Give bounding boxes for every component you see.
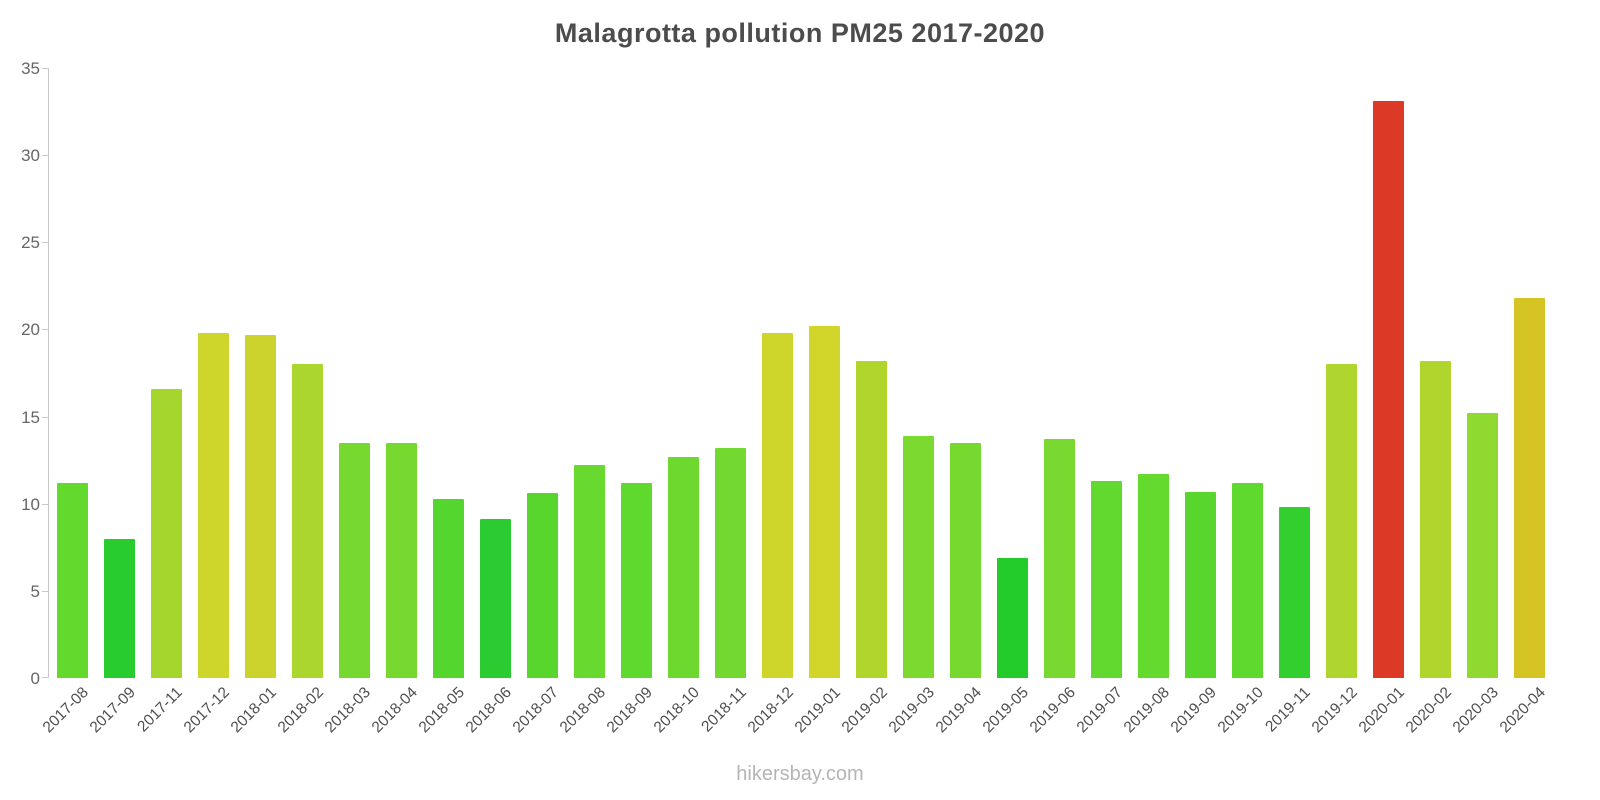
x-tick-label: 2017-11 bbox=[134, 684, 186, 736]
bar-2018-01[interactable] bbox=[245, 334, 276, 678]
bar-2019-05[interactable] bbox=[997, 557, 1028, 678]
x-tick-label: 2019-07 bbox=[1073, 684, 1126, 737]
bar-2018-04[interactable] bbox=[386, 442, 417, 678]
bar-2019-03[interactable] bbox=[903, 435, 934, 678]
bar-2019-09[interactable] bbox=[1185, 491, 1216, 678]
bar-2019-08[interactable] bbox=[1138, 474, 1169, 678]
bar-2019-12[interactable] bbox=[1326, 364, 1357, 678]
x-tick-label: 2020-04 bbox=[1496, 684, 1549, 737]
x-tick-label: 2019-11 bbox=[1262, 684, 1314, 736]
bar-2019-04[interactable] bbox=[950, 442, 981, 678]
x-tick-label: 2018-10 bbox=[650, 684, 703, 737]
x-tick-label: 2019-06 bbox=[1026, 684, 1079, 737]
bar-2018-07[interactable] bbox=[527, 493, 558, 678]
x-tick-label: 2017-12 bbox=[180, 684, 233, 737]
y-axis-labels: 0 5 10 15 20 25 30 35 bbox=[0, 59, 40, 688]
x-axis-labels: 2017-08 2017-09 2017-11 2017-12 2018-01 2018-… bbox=[39, 684, 1552, 764]
y-tick-mark bbox=[42, 329, 49, 331]
bar-2018-03[interactable] bbox=[339, 442, 370, 678]
bar-2017-09[interactable] bbox=[104, 538, 135, 678]
y-tick-mark bbox=[42, 155, 49, 157]
bar-2019-11[interactable] bbox=[1279, 507, 1310, 678]
y-tick-label: 15 bbox=[21, 407, 40, 427]
bar-2018-08[interactable] bbox=[574, 465, 605, 678]
x-tick-label: 2020-01 bbox=[1355, 684, 1408, 737]
bar-2019-02[interactable] bbox=[856, 360, 887, 678]
bar-2018-02[interactable] bbox=[292, 364, 323, 678]
bar-2019-06[interactable] bbox=[1044, 439, 1075, 678]
x-tick-label: 2018-03 bbox=[321, 684, 374, 737]
bar-2018-11[interactable] bbox=[715, 447, 746, 678]
y-tick-mark bbox=[42, 590, 49, 592]
y-tick-label: 30 bbox=[21, 146, 40, 166]
bar-2020-01[interactable] bbox=[1373, 101, 1404, 678]
x-tick-label: 2020-02 bbox=[1402, 684, 1455, 737]
x-tick-label: 2018-08 bbox=[556, 684, 609, 737]
x-tick-label: 2019-02 bbox=[838, 684, 891, 737]
x-tick-label: 2018-02 bbox=[274, 684, 327, 737]
y-tick-label: 0 bbox=[30, 669, 40, 688]
y-tick-mark bbox=[42, 242, 49, 244]
bar-2019-07[interactable] bbox=[1091, 481, 1122, 678]
x-tick-label: 2017-09 bbox=[86, 684, 139, 737]
watermark-hikersbay: hikersbay.com bbox=[736, 763, 864, 785]
y-tick-label: 25 bbox=[21, 233, 40, 253]
x-tick-label: 2019-04 bbox=[932, 684, 985, 737]
y-tick-label: 20 bbox=[21, 320, 40, 340]
x-tick-label: 2019-10 bbox=[1214, 684, 1267, 737]
x-tick-label: 2019-08 bbox=[1120, 684, 1173, 737]
chart-title: Malagrotta pollution PM25 2017-2020 bbox=[554, 18, 1046, 48]
y-tick-label: 5 bbox=[30, 581, 40, 601]
bar-2018-10[interactable] bbox=[668, 456, 699, 678]
y-tick-mark bbox=[42, 416, 49, 418]
x-tick-label: 2020-03 bbox=[1449, 684, 1502, 737]
bar-2020-02[interactable] bbox=[1420, 360, 1451, 678]
bar-2020-03[interactable] bbox=[1467, 413, 1498, 678]
bar-2017-11[interactable] bbox=[151, 388, 182, 678]
x-tick-label: 2018-04 bbox=[368, 684, 421, 737]
x-tick-label: 2018-06 bbox=[462, 684, 515, 737]
x-tick-label: 2018-05 bbox=[415, 684, 468, 737]
bar-2018-09[interactable] bbox=[621, 482, 652, 678]
bar-2018-05[interactable] bbox=[433, 498, 464, 678]
x-tick-label: 2018-07 bbox=[509, 684, 562, 737]
bar-2018-06[interactable] bbox=[480, 519, 511, 678]
y-tick-mark bbox=[42, 68, 49, 69]
x-tick-label: 2018-11 bbox=[698, 684, 750, 736]
plot-area bbox=[42, 68, 1553, 678]
x-tick-label: 2018-01 bbox=[227, 684, 280, 737]
x-tick-label: 2017-08 bbox=[39, 684, 92, 737]
y-tick-mark bbox=[42, 677, 49, 678]
bar-2019-10[interactable] bbox=[1232, 482, 1263, 678]
bar-2018-12[interactable] bbox=[762, 332, 793, 678]
bar-2019-01[interactable] bbox=[809, 325, 840, 678]
y-tick-label: 35 bbox=[21, 59, 40, 78]
y-tick-label: 10 bbox=[21, 494, 40, 514]
bar-2017-08[interactable] bbox=[57, 482, 88, 678]
bar-2017-12[interactable] bbox=[198, 332, 229, 678]
x-tick-label: 2019-09 bbox=[1167, 684, 1220, 737]
x-tick-label: 2019-12 bbox=[1308, 684, 1361, 737]
x-tick-label: 2018-09 bbox=[603, 684, 656, 737]
x-tick-label: 2019-05 bbox=[979, 684, 1032, 737]
x-tick-label: 2019-03 bbox=[885, 684, 938, 737]
x-tick-label: 2019-01 bbox=[791, 684, 844, 737]
y-tick-mark bbox=[42, 503, 49, 505]
bar-2020-04[interactable] bbox=[1514, 298, 1545, 678]
x-tick-label: 2018-12 bbox=[744, 684, 797, 737]
